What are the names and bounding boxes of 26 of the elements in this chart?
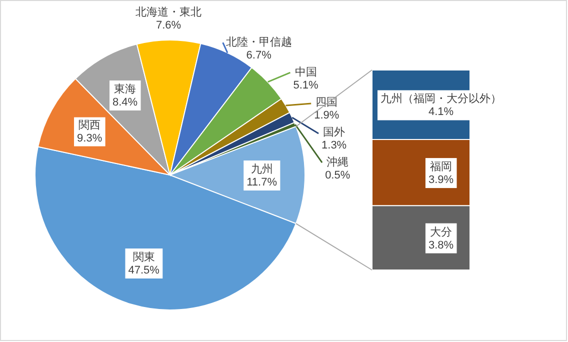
data-label: 7.6% — [156, 20, 182, 32]
data-label: 1.9% — [314, 110, 340, 122]
data-label: 11.7% — [246, 176, 278, 188]
series-label: 九州（福岡・大分以外） — [380, 92, 502, 106]
slice-label: 中国 — [294, 66, 317, 79]
data-label: 47.5% — [128, 264, 160, 276]
data-label: 4.1% — [428, 106, 454, 118]
slice-label: 九州 — [250, 162, 273, 176]
slice-label: 北陸・甲信越 — [226, 36, 292, 49]
slice-label: 国外 — [323, 126, 346, 139]
slice-label: 東海 — [114, 82, 136, 96]
data-label: 6.7% — [246, 50, 272, 62]
slice-label: 沖縄 — [326, 156, 349, 169]
series-label: 大分 — [430, 225, 452, 238]
data-label: 8.4% — [112, 96, 138, 108]
data-label: 0.5% — [325, 170, 350, 182]
series-label: 福岡 — [430, 160, 452, 174]
slice-label: 北海道・東北 — [136, 6, 202, 19]
slice-label: 四国 — [316, 96, 338, 109]
data-label: 3.8% — [428, 239, 454, 252]
slice-label: 関西 — [78, 119, 101, 132]
data-label: 5.1% — [293, 80, 319, 92]
slice-label: 関東 — [132, 250, 155, 264]
data-label: 1.3% — [322, 140, 347, 152]
data-label: 9.3% — [77, 132, 102, 144]
data-label: 3.9% — [428, 174, 454, 186]
